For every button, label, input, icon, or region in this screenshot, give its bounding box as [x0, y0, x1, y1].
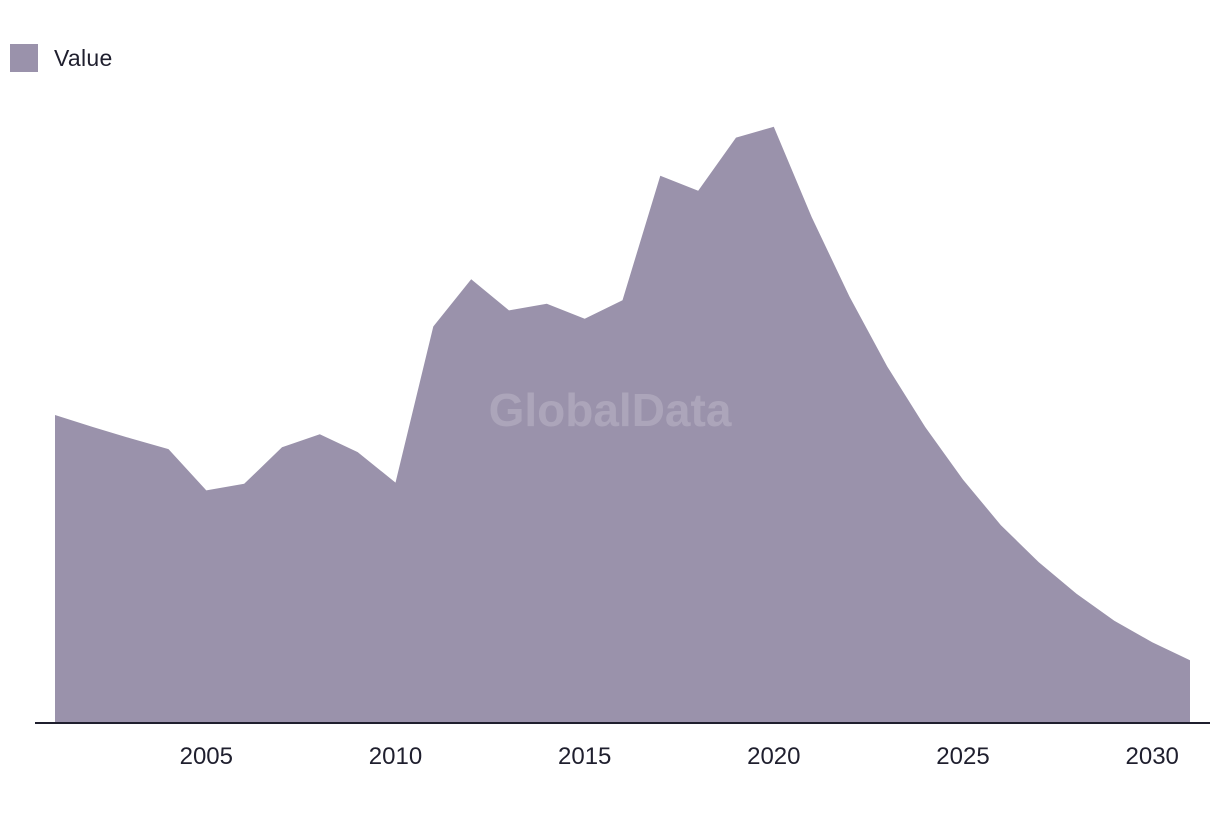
- data-point-2013: [506, 307, 512, 313]
- data-point-2004: [166, 446, 172, 452]
- data-point-2019: [733, 135, 739, 141]
- series-area-value: [55, 126, 1190, 724]
- data-point-2018: [695, 188, 701, 194]
- data-point-2028: [1074, 591, 1080, 597]
- x-tick-label-2010: 2010: [369, 743, 422, 770]
- legend-label: Value: [54, 44, 113, 71]
- x-tick-label-2025: 2025: [936, 743, 989, 770]
- data-point-2001: [52, 412, 58, 418]
- data-point-2020: [771, 124, 777, 130]
- legend: Value: [10, 44, 113, 72]
- data-point-2026: [998, 522, 1004, 528]
- data-point-2025: [960, 477, 966, 483]
- data-point-2012: [468, 276, 474, 282]
- data-point-2010: [393, 480, 399, 486]
- legend-swatch: [10, 44, 38, 72]
- data-point-2014: [544, 301, 550, 307]
- data-point-2006: [241, 481, 247, 487]
- data-point-2008: [317, 431, 323, 437]
- data-point-2030: [1149, 639, 1155, 645]
- x-tick-label-2005: 2005: [180, 743, 233, 770]
- data-point-2021: [809, 214, 815, 220]
- data-point-2029: [1111, 618, 1117, 624]
- x-tick-label-2015: 2015: [558, 743, 611, 770]
- data-point-2016: [620, 297, 626, 303]
- data-point-2003: [128, 435, 134, 441]
- x-tick-label-2030: 2030: [1126, 743, 1179, 770]
- data-point-2031: [1187, 657, 1193, 663]
- data-point-2017: [657, 173, 663, 179]
- data-point-2023: [884, 364, 890, 370]
- data-point-2007: [279, 444, 285, 450]
- data-point-2024: [922, 424, 928, 430]
- data-point-2002: [90, 424, 96, 430]
- data-point-2009: [355, 449, 361, 455]
- data-point-2027: [1036, 559, 1042, 565]
- x-tick-label-2020: 2020: [747, 743, 800, 770]
- watermark: GlobalData: [489, 384, 732, 436]
- data-point-2022: [847, 294, 853, 300]
- data-point-2005: [203, 487, 209, 493]
- data-point-2015: [582, 316, 588, 322]
- data-point-2011: [430, 324, 436, 330]
